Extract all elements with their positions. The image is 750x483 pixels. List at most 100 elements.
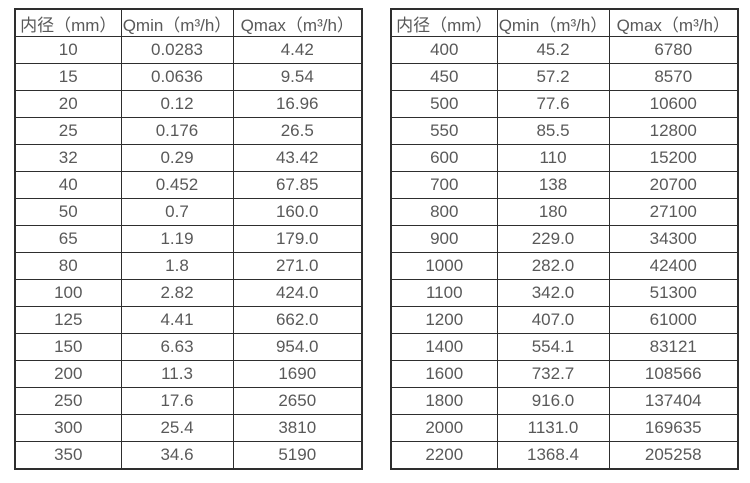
table-cell: 1000 <box>390 252 498 280</box>
table-row: 25 0.176 26.5 <box>14 117 363 145</box>
table-body: 10 0.0283 4.42 15 0.0636 9.54 20 0.12 16.96 25 0.1… <box>14 36 363 470</box>
table-cell: 85.5 <box>496 117 610 145</box>
table-cell: 916.0 <box>496 387 610 415</box>
table-cell: 250 <box>14 387 122 415</box>
table-cell: 271.0 <box>232 252 363 280</box>
table-row: 250 17.6 2650 <box>14 387 363 415</box>
table-row: 550 85.5 12800 <box>390 117 739 145</box>
table-cell: 1200 <box>390 306 498 334</box>
table-row: 1400 554.1 83121 <box>390 333 739 361</box>
table-cell: 1600 <box>390 360 498 388</box>
table-cell: 45.2 <box>496 36 610 64</box>
table-cell: 138 <box>496 171 610 199</box>
table-row: 300 25.4 3810 <box>14 414 363 442</box>
table-row: 65 1.19 179.0 <box>14 225 363 253</box>
table-cell: 100 <box>14 279 122 307</box>
table-cell: 282.0 <box>496 252 610 280</box>
table-row: 15 0.0636 9.54 <box>14 63 363 91</box>
table-cell: 125 <box>14 306 122 334</box>
header-row: 内径（mm） Qmin（m³/h） Qmax（m³/h） <box>390 8 739 37</box>
table-cell: 0.7 <box>120 198 234 226</box>
table-cell: 662.0 <box>232 306 363 334</box>
table-cell: 3810 <box>232 414 363 442</box>
flow-rate-table-small-diameters: 内径（mm） Qmin（m³/h） Qmax（m³/h） 10 0.0283 4.4… <box>14 8 363 470</box>
header-cell-diameter: 内径（mm） <box>390 8 498 37</box>
table-cell: 8570 <box>608 63 739 91</box>
table-row: 900 229.0 34300 <box>390 225 739 253</box>
table-row: 2000 1131.0 169635 <box>390 414 739 442</box>
table-cell: 15 <box>14 63 122 91</box>
table-row: 2200 1368.4 205258 <box>390 441 739 470</box>
table-cell: 180 <box>496 198 610 226</box>
table-cell: 160.0 <box>232 198 363 226</box>
table-cell: 4.41 <box>120 306 234 334</box>
table-cell: 1368.4 <box>496 441 610 470</box>
table-cell: 0.29 <box>120 144 234 172</box>
table-cell: 25.4 <box>120 414 234 442</box>
table-cell: 20700 <box>608 171 739 199</box>
table-cell: 800 <box>390 198 498 226</box>
table-cell: 6780 <box>608 36 739 64</box>
table-row: 800 180 27100 <box>390 198 739 226</box>
table-cell: 342.0 <box>496 279 610 307</box>
table-cell: 80 <box>14 252 122 280</box>
table-row: 32 0.29 43.42 <box>14 144 363 172</box>
table-cell: 954.0 <box>232 333 363 361</box>
table-cell: 0.0636 <box>120 63 234 91</box>
table-cell: 57.2 <box>496 63 610 91</box>
table-cell: 0.0283 <box>120 36 234 64</box>
table-cell: 137404 <box>608 387 739 415</box>
table-row: 1100 342.0 51300 <box>390 279 739 307</box>
table-row: 10 0.0283 4.42 <box>14 36 363 64</box>
table-row: 1000 282.0 42400 <box>390 252 739 280</box>
table-cell: 0.176 <box>120 117 234 145</box>
table-cell: 400 <box>390 36 498 64</box>
table-row: 200 11.3 1690 <box>14 360 363 388</box>
table-cell: 83121 <box>608 333 739 361</box>
table-row: 700 138 20700 <box>390 171 739 199</box>
table-cell: 42400 <box>608 252 739 280</box>
table-cell: 6.63 <box>120 333 234 361</box>
table-cell: 1131.0 <box>496 414 610 442</box>
header-cell-qmin: Qmin（m³/h） <box>496 8 610 37</box>
table-cell: 25 <box>14 117 122 145</box>
table-cell: 110 <box>496 144 610 172</box>
table-cell: 108566 <box>608 360 739 388</box>
table-cell: 600 <box>390 144 498 172</box>
table-cell: 77.6 <box>496 90 610 118</box>
table-cell: 67.85 <box>232 171 363 199</box>
table-cell: 15200 <box>608 144 739 172</box>
table-row: 50 0.7 160.0 <box>14 198 363 226</box>
table-cell: 12800 <box>608 117 739 145</box>
table-cell: 205258 <box>608 441 739 470</box>
table-cell: 34.6 <box>120 441 234 470</box>
table-cell: 0.12 <box>120 90 234 118</box>
table-body: 400 45.2 6780 450 57.2 8570 500 77.6 10600 550 85.… <box>390 36 739 470</box>
table-cell: 50 <box>14 198 122 226</box>
table-row: 80 1.8 271.0 <box>14 252 363 280</box>
table-cell: 1.19 <box>120 225 234 253</box>
table-cell: 61000 <box>608 306 739 334</box>
table-cell: 34300 <box>608 225 739 253</box>
header-cell-diameter: 内径（mm） <box>14 8 122 37</box>
flow-rate-table-large-diameters: 内径（mm） Qmin（m³/h） Qmax（m³/h） 400 45.2 6780… <box>390 8 739 470</box>
table-row: 125 4.41 662.0 <box>14 306 363 334</box>
table-cell: 5190 <box>232 441 363 470</box>
table-cell: 2000 <box>390 414 498 442</box>
table-cell: 16.96 <box>232 90 363 118</box>
header-row: 内径（mm） Qmin（m³/h） Qmax（m³/h） <box>14 8 363 37</box>
table-row: 40 0.452 67.85 <box>14 171 363 199</box>
table-cell: 51300 <box>608 279 739 307</box>
table-row: 350 34.6 5190 <box>14 441 363 470</box>
header-cell-qmax: Qmax（m³/h） <box>608 8 739 37</box>
table-cell: 10600 <box>608 90 739 118</box>
table-row: 1200 407.0 61000 <box>390 306 739 334</box>
table-cell: 1100 <box>390 279 498 307</box>
table-cell: 2650 <box>232 387 363 415</box>
table-cell: 17.6 <box>120 387 234 415</box>
table-cell: 300 <box>14 414 122 442</box>
table-cell: 9.54 <box>232 63 363 91</box>
table-cell: 700 <box>390 171 498 199</box>
table-row: 600 110 15200 <box>390 144 739 172</box>
table-row: 150 6.63 954.0 <box>14 333 363 361</box>
